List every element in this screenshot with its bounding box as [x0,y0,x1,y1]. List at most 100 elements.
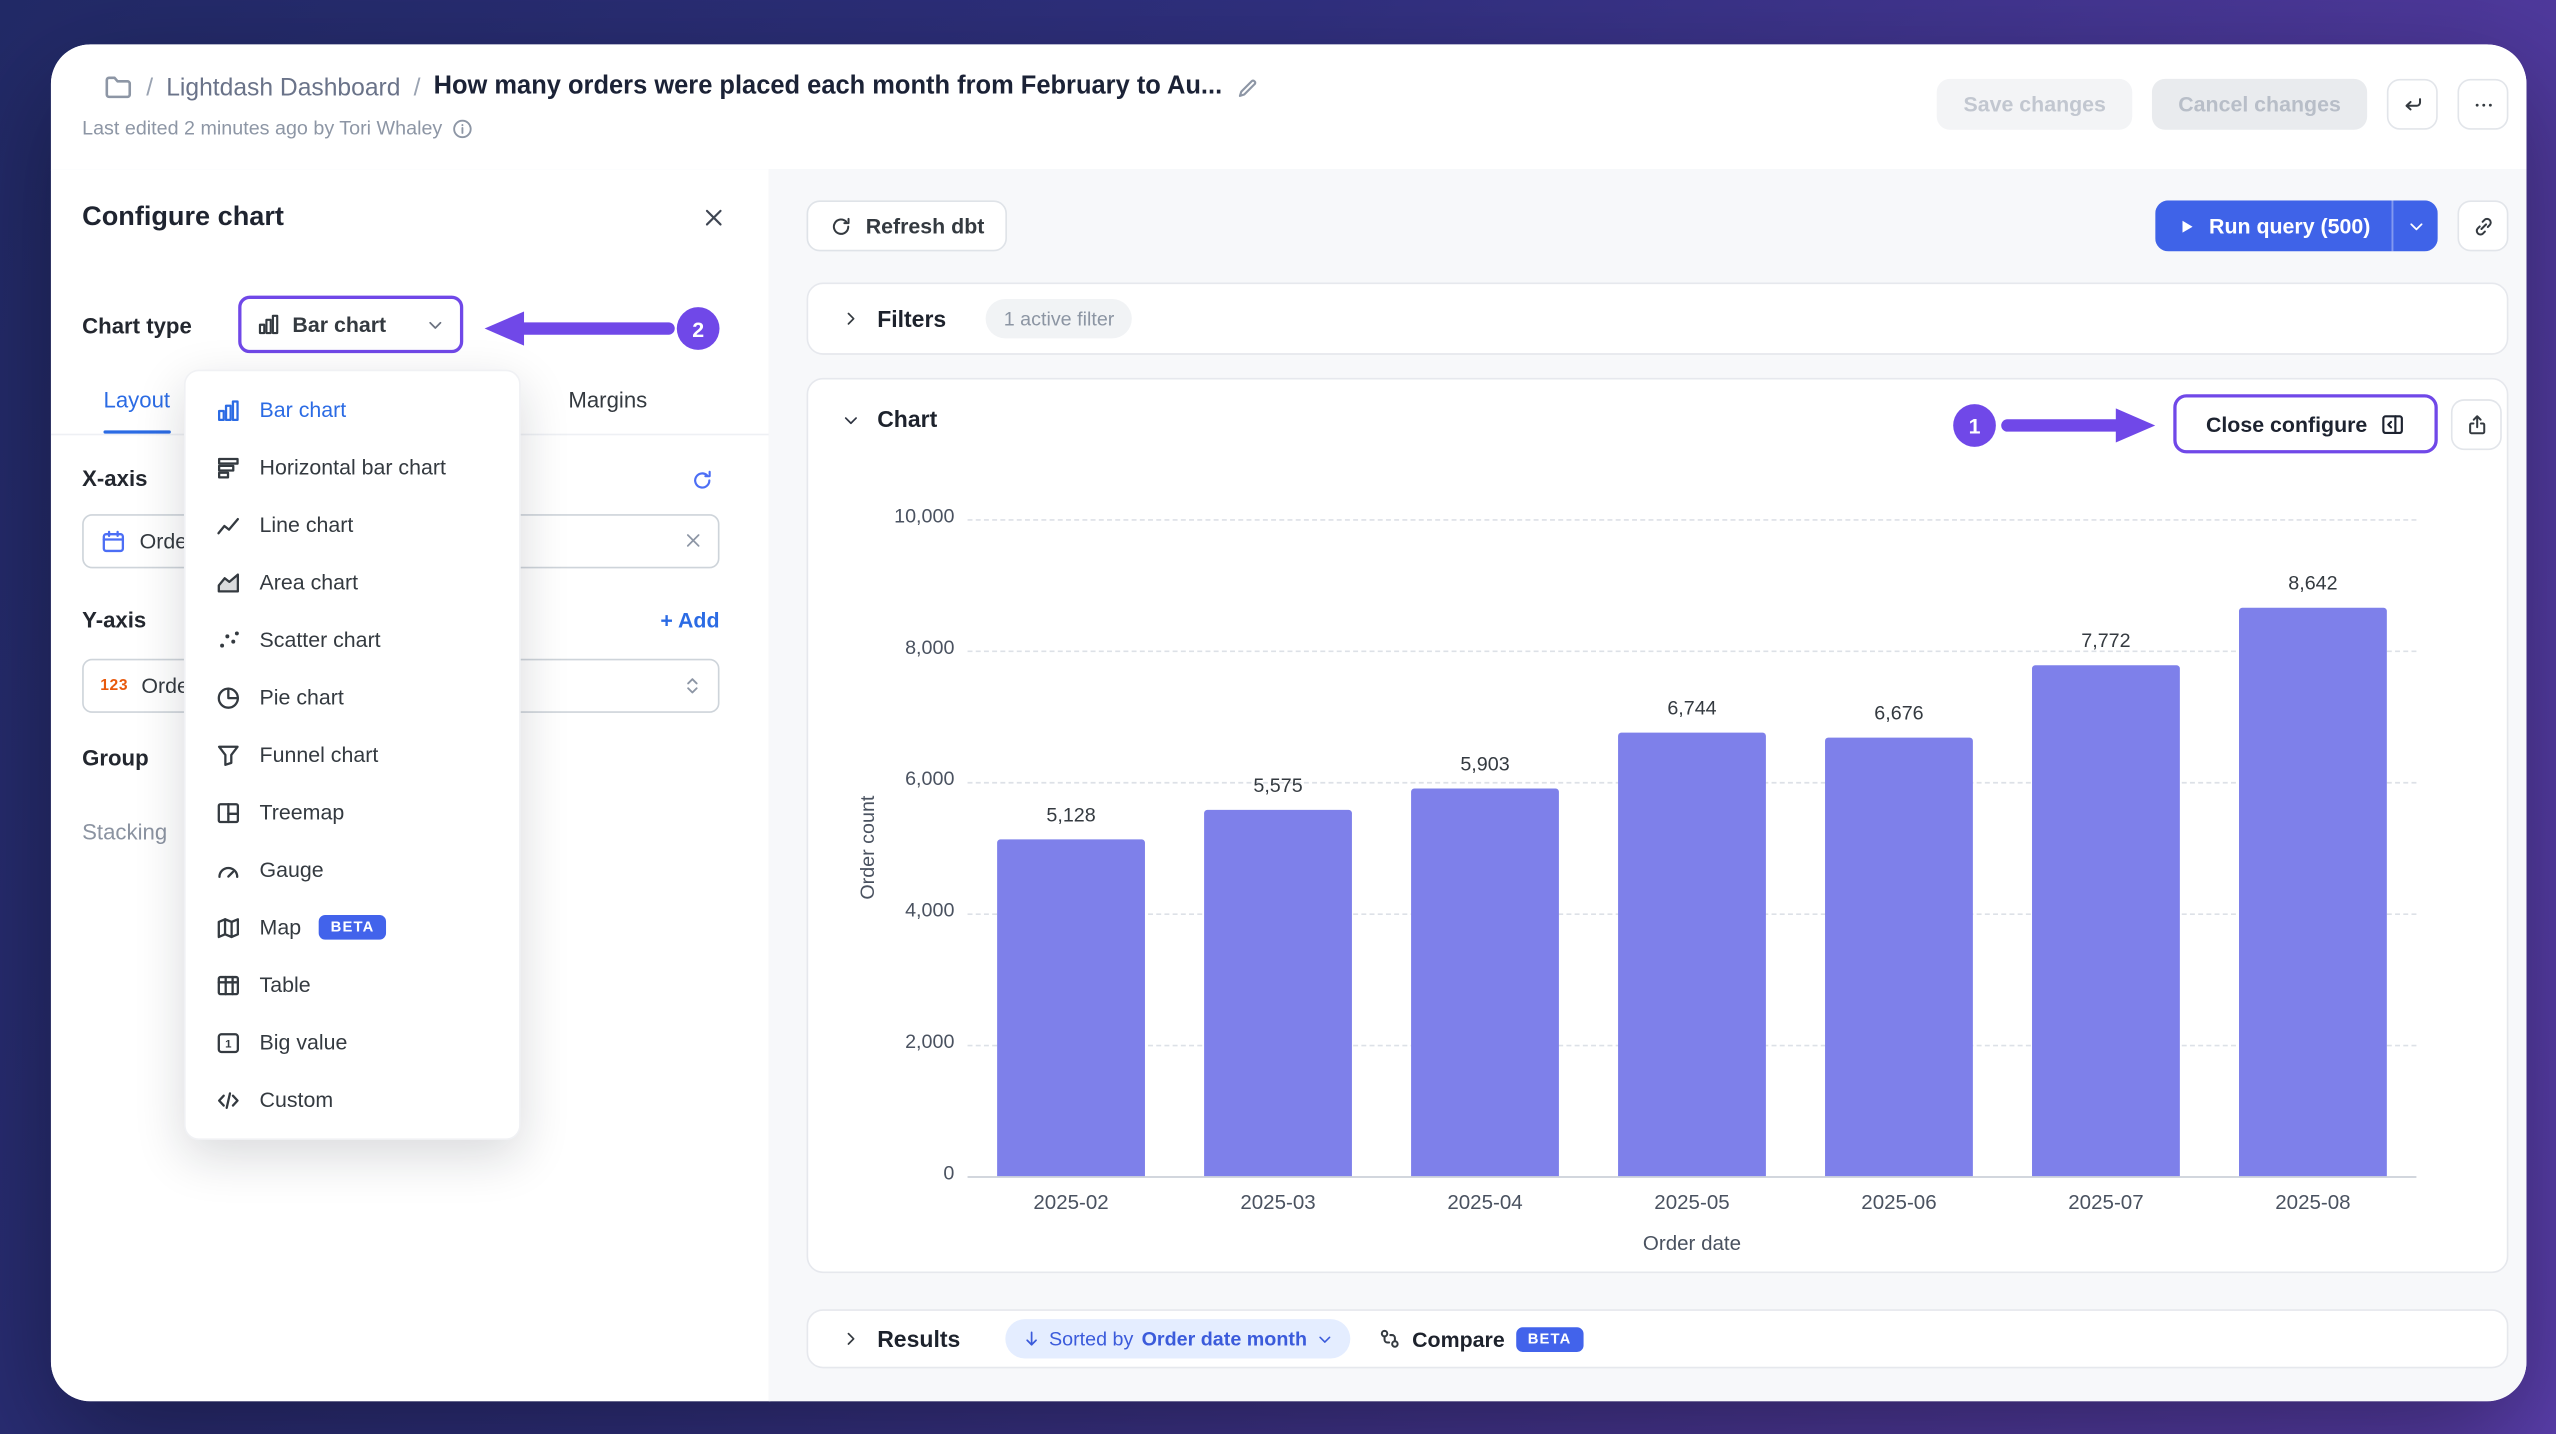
menu-item-table[interactable]: Table [186,956,519,1013]
x-tick-label: 2025-04 [1447,1190,1523,1214]
bar-2025-05[interactable] [1618,732,1766,1177]
bar-2025-08[interactable] [2239,607,2387,1177]
x-axis-label: X-axis [82,466,148,492]
funnel-chart-icon [215,742,241,768]
beta-badge: BETA [319,914,386,940]
menu-item-bar-chart[interactable]: Bar chart [186,381,519,438]
chart-type-label: Chart type [82,313,192,339]
copy-link-button[interactable] [2457,200,2509,252]
more-options-button[interactable] [2457,78,2509,130]
chevron-right-icon[interactable] [841,309,861,329]
dashboard-content: Refresh dbt Run query (500) Filters 1 ac… [768,169,2527,1402]
bar-2025-07[interactable] [2032,665,2180,1177]
menu-item-big-value[interactable]: 1 Big value [186,1014,519,1071]
x-tick-label: 2025-06 [1861,1190,1937,1214]
results-section[interactable]: Results Sorted by Order date month Compa… [806,1309,2509,1369]
compare-icon [1378,1327,1401,1350]
bar-2025-06[interactable] [1825,737,1973,1177]
tab-margins[interactable]: Margins [568,387,648,413]
run-query-label: Run query (500) [2209,213,2371,239]
x-axis-title: Order date [1642,1232,1742,1256]
last-edited-text: Last edited 2 minutes ago by Tori Whaley [82,116,443,140]
bar-value-label: 6,676 [1874,701,1924,725]
link-icon [2471,214,2494,237]
select-chevrons-icon [682,675,703,696]
menu-item-label: Table [259,972,311,998]
return-arrow-icon [2401,93,2424,116]
menu-item-label: Gauge [259,857,324,883]
menu-item-funnel-chart[interactable]: Funnel chart [186,726,519,783]
custom-icon [215,1087,241,1113]
run-query-dropdown[interactable] [2391,200,2438,252]
panel-title: Configure chart [82,202,284,232]
x-tick-label: 2025-07 [2068,1190,2144,1214]
line-chart-icon [215,512,241,538]
refresh-dbt-label: Refresh dbt [865,213,985,239]
tab-layout[interactable]: Layout [103,388,170,434]
horizontal-bar-chart-icon [215,454,241,480]
menu-item-label: Custom [259,1087,334,1113]
add-y-axis-link[interactable]: + Add [660,607,720,633]
menu-item-horizontal-bar-chart[interactable]: Horizontal bar chart [186,439,519,496]
chart-type-dropdown[interactable]: Bar chart [238,295,464,354]
info-icon[interactable] [452,117,473,138]
breadcrumb: / Lightdash Dashboard / How many orders … [103,72,1259,102]
chart-title: Chart [877,405,938,433]
flip-axes-icon[interactable] [690,468,715,493]
menu-item-custom[interactable]: Custom [186,1071,519,1128]
sorted-by-prefix: Sorted by [1048,1327,1134,1351]
header-bar: / Lightdash Dashboard / How many orders … [50,44,2527,171]
chevron-down-icon [1315,1330,1333,1348]
bar-2025-04[interactable] [1411,788,1559,1177]
menu-item-label: Area chart [259,570,359,595]
menu-item-scatter-chart[interactable]: Scatter chart [186,611,519,668]
menu-item-map[interactable]: Map BETA [186,899,519,956]
step-1-badge: 1 [1953,404,1996,447]
folder-icon[interactable] [103,72,133,102]
refresh-dbt-button[interactable]: Refresh dbt [806,200,1008,252]
annotation-arrow-right [2001,408,2156,443]
filters-title: Filters [877,305,947,332]
run-query-button[interactable]: Run query (500) [2154,200,2392,252]
bar-value-label: 5,903 [1460,752,1510,776]
menu-item-line-chart[interactable]: Line chart [186,496,519,553]
dots-menu-icon [2471,93,2494,116]
chart-type-menu: Bar chart Horizontal bar chart Line chart A… [183,369,521,1141]
collapse-panel-icon [2380,411,2405,436]
save-changes-button[interactable]: Save changes [1937,78,2133,130]
menu-item-label: Funnel chart [259,742,379,768]
y-tick-label: 4,000 [905,898,955,922]
menu-item-label: Horizontal bar chart [259,455,446,480]
big-value-icon: 1 [215,1029,241,1055]
menu-item-pie-chart[interactable]: Pie chart [186,669,519,726]
sorted-by-pill[interactable]: Sorted by Order date month [1004,1319,1350,1359]
page-title: How many orders were placed each month f… [433,72,1223,101]
compare-button[interactable]: Compare BETA [1378,1326,1583,1352]
menu-item-treemap[interactable]: Treemap [186,784,519,841]
close-panel-icon[interactable] [701,205,726,230]
menu-item-label: Pie chart [259,685,344,710]
close-configure-button[interactable]: Close configure [2173,394,2438,454]
y-tick-label: 0 [943,1161,955,1185]
chevron-right-icon[interactable] [841,1329,861,1349]
run-query-group: Run query (500) [2154,200,2438,252]
filters-section[interactable]: Filters 1 active filter [806,282,2509,355]
clear-field-icon[interactable] [683,531,703,551]
cancel-changes-button[interactable]: Cancel changes [2151,78,2368,130]
gauge-icon [215,857,241,883]
export-chart-button[interactable] [2450,399,2502,451]
y-tick-label: 6,000 [905,767,955,791]
menu-item-gauge[interactable]: Gauge [186,841,519,898]
bar-value-label: 7,772 [2081,629,2131,653]
menu-item-area-chart[interactable]: Area chart [186,554,519,611]
bar-value-label: 5,128 [1046,803,1096,827]
breadcrumb-dashboard-link[interactable]: Lightdash Dashboard [166,73,401,102]
bar-2025-03[interactable] [1204,809,1352,1177]
edit-title-icon[interactable] [1235,75,1260,100]
bar-2025-02[interactable] [997,839,1145,1177]
x-tick-label: 2025-05 [1654,1190,1730,1214]
undo-button[interactable] [2386,78,2438,130]
svg-text:1: 1 [225,1038,232,1050]
chevron-down-icon[interactable] [841,411,861,431]
